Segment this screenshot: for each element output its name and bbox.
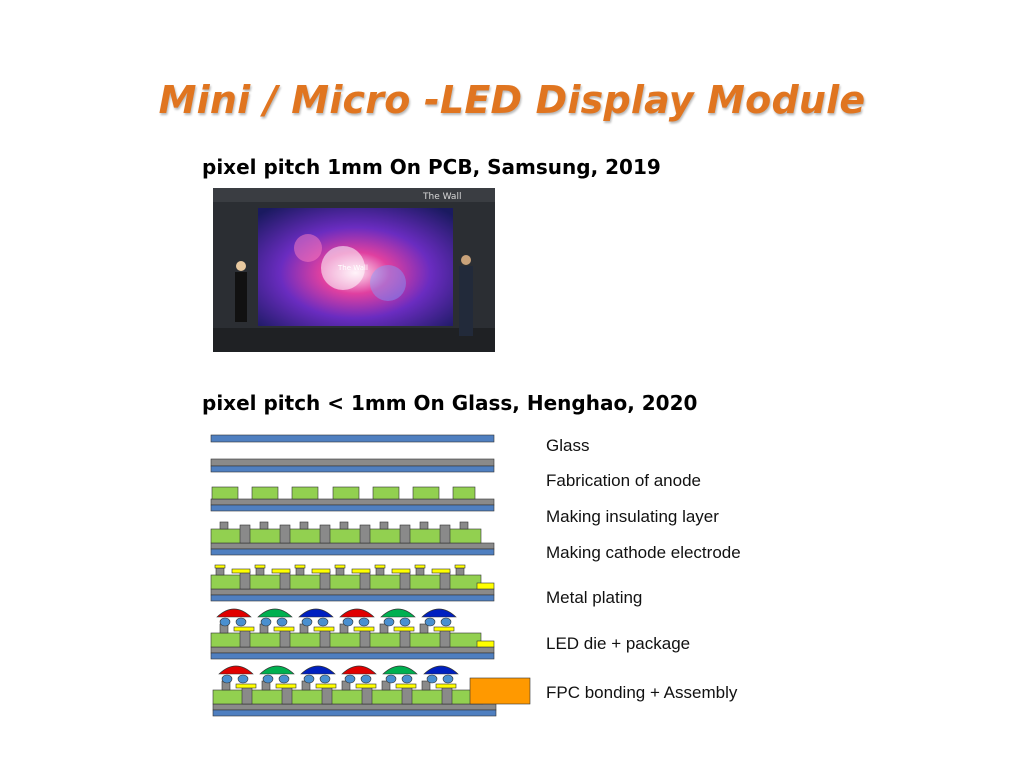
step-insulating-layer: [210, 486, 495, 512]
step-metal-plating-layer: [210, 564, 495, 602]
step-label-insulating: Making insulating layer: [546, 507, 719, 526]
step-anode-layer: [210, 458, 495, 473]
step-label-plating: Metal plating: [546, 588, 643, 607]
step-label-fpc: FPC bonding + Assembly: [546, 683, 738, 702]
process-diagram: [210, 434, 531, 717]
step-glass-layer: [210, 434, 495, 443]
step-label-glass: Glass: [546, 436, 590, 455]
step-led-package-layer: [210, 608, 495, 660]
section-heading-glass: pixel pitch < 1mm On Glass, Henghao, 202…: [202, 391, 698, 415]
fpc-connector: [469, 677, 531, 705]
slide-title: Mini / Micro -LED Display Module: [158, 78, 866, 122]
step-label-cathode: Making cathode electrode: [546, 543, 741, 562]
step-label-anode: Fabrication of anode: [546, 471, 701, 490]
photo-screen-text: The Wall: [337, 264, 368, 272]
the-wall-photo: The Wall The Wall: [213, 188, 495, 352]
step-fpc-assembly-layer: [212, 665, 531, 717]
step-cathode-layer: [210, 521, 495, 556]
photo-caption: The Wall: [422, 192, 461, 202]
step-label-led: LED die + package: [546, 634, 691, 653]
section-heading-pcb: pixel pitch 1mm On PCB, Samsung, 2019: [202, 155, 661, 179]
